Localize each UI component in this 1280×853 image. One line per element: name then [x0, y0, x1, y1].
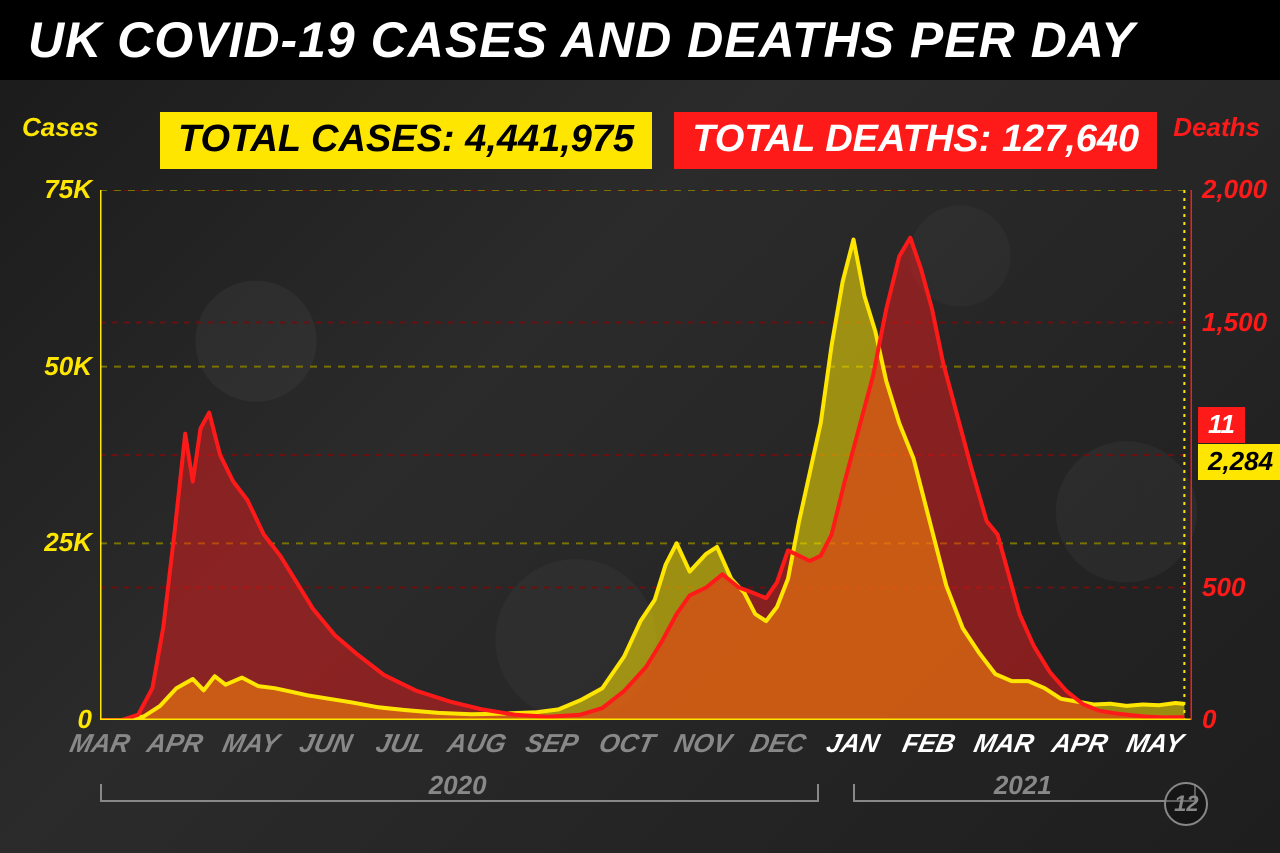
chart-svg	[100, 190, 1192, 720]
y-right-tick: 0	[1202, 704, 1216, 735]
latest-deaths-callout: 11	[1198, 407, 1245, 443]
latest-cases-callout: 2,284	[1198, 444, 1280, 480]
current-date-marker: 12	[1164, 782, 1208, 826]
year-label: 2021	[986, 770, 1060, 801]
x-month-label: APR	[1049, 728, 1110, 759]
x-month-label: MAY	[1124, 728, 1186, 759]
chart-title: UK COVID-19 CASES AND DEATHS PER DAY	[28, 11, 1135, 69]
total-deaths-value: 127,640	[1002, 118, 1139, 160]
year-brackets: 20202021	[100, 780, 1192, 840]
x-month-label: MAR	[971, 728, 1037, 759]
y-right-tick: 500	[1202, 572, 1245, 603]
x-axis-months: MARAPRMAYJUNJULAUGSEPOCTNOVDECJANFEBMARA…	[100, 728, 1192, 768]
title-bar: UK COVID-19 CASES AND DEATHS PER DAY	[0, 0, 1280, 80]
year-label: 2020	[421, 770, 495, 801]
y-left-tick: 75K	[10, 174, 92, 205]
y-left-tick: 25K	[10, 527, 92, 558]
total-cases-text: TOTAL CASES: 4,441,975	[178, 118, 634, 160]
total-deaths-text: TOTAL DEATHS: 127,640	[692, 118, 1139, 160]
x-month-label: JUN	[297, 728, 356, 759]
x-month-label: JUL	[374, 728, 430, 759]
total-cases-value: 4,441,975	[465, 118, 634, 160]
total-deaths-prefix: TOTAL DEATHS:	[692, 118, 1002, 160]
x-month-label: SEP	[523, 728, 582, 759]
y-axis-left-label: Cases	[22, 112, 99, 143]
total-cases-badge: TOTAL CASES: 4,441,975	[160, 112, 652, 169]
y-right-tick: 2,000	[1202, 174, 1267, 205]
x-month-label: MAY	[219, 728, 281, 759]
x-month-label: OCT	[597, 728, 658, 759]
x-month-label: AUG	[445, 728, 509, 759]
y-right-tick: 1,500	[1202, 307, 1267, 338]
x-month-label: APR	[145, 728, 206, 759]
x-month-label: FEB	[900, 728, 959, 759]
summary-badges: TOTAL CASES: 4,441,975 TOTAL DEATHS: 127…	[160, 112, 1157, 169]
total-cases-prefix: TOTAL CASES:	[178, 118, 465, 160]
chart-plot-area	[100, 190, 1192, 720]
x-month-label: JAN	[824, 728, 883, 759]
y-left-tick: 0	[10, 704, 92, 735]
chart-root: UK COVID-19 CASES AND DEATHS PER DAY Cas…	[0, 0, 1280, 853]
x-month-label: NOV	[671, 728, 734, 759]
y-left-tick: 50K	[10, 351, 92, 382]
total-deaths-badge: TOTAL DEATHS: 127,640	[674, 112, 1157, 169]
x-month-label: DEC	[747, 728, 808, 759]
y-axis-right-label: Deaths	[1173, 112, 1260, 143]
